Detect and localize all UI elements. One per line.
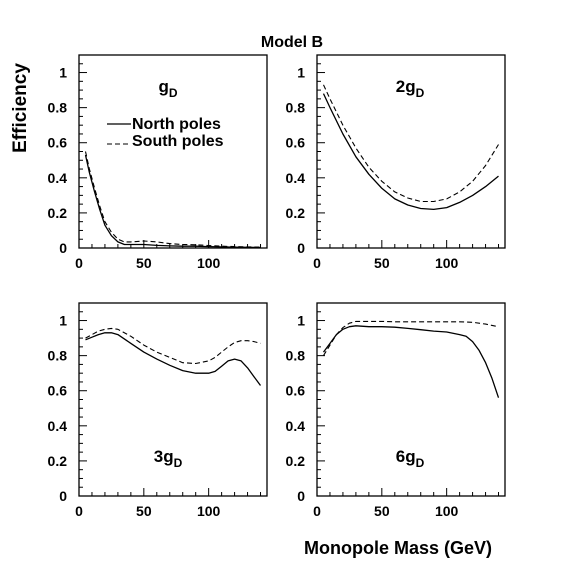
y-tick-label: 1 (297, 313, 305, 329)
x-tick-label: 100 (435, 255, 459, 271)
south-poles-curve (84, 151, 261, 248)
y-tick-label: 0 (297, 240, 305, 256)
south-poles-curve (85, 327, 261, 365)
panel-frame (78, 54, 268, 249)
y-tick-label: 0.6 (48, 383, 68, 399)
panel-label: gD (158, 77, 177, 100)
panel-1: 0 50 100 0 0.2 0.4 0.6 0.8 1 gD (48, 54, 268, 271)
y-tick-label: 0 (59, 488, 67, 504)
legend-south-label: South poles (132, 133, 224, 150)
panel-label-subscript: D (169, 86, 178, 100)
panel-label-main: 2g (396, 77, 416, 96)
legend-north-label: North poles (132, 116, 221, 133)
y-tick-label: 0.8 (48, 348, 68, 364)
figure-title: Model B (261, 34, 323, 51)
x-tick-label: 50 (136, 255, 152, 271)
y-tick-label: 1 (59, 65, 67, 81)
y-tick-label: 1 (59, 313, 67, 329)
x-tick-label: 50 (136, 503, 152, 519)
y-tick-label: 0.4 (48, 418, 68, 434)
panel-3: 0 50 100 0 0.2 0.4 0.6 0.8 1 3gD (48, 302, 268, 519)
panel-2: 0 50 100 0 0.2 0.4 0.6 0.8 1 2gD (286, 54, 506, 271)
y-tick-label: 0.4 (286, 418, 306, 434)
y-tick-label: 0.2 (48, 205, 68, 221)
panel-frame (316, 302, 506, 497)
y-tick-label: 0.2 (286, 205, 306, 221)
x-tick-label: 100 (435, 503, 459, 519)
x-tick-label: 100 (197, 255, 221, 271)
x-axis-label: Monopole Mass (GeV) (304, 538, 492, 558)
north-poles-curve (322, 93, 499, 211)
x-tick-label: 0 (75, 503, 83, 519)
y-axis-label: Efficiency (10, 63, 31, 153)
panel-label-main: g (158, 77, 168, 96)
x-tick-label: 0 (313, 255, 321, 271)
x-tick-label: 0 (313, 503, 321, 519)
y-tick-label: 0.8 (286, 348, 306, 364)
x-tick-label: 50 (374, 503, 390, 519)
panel-label: 2gD (396, 77, 425, 100)
y-tick-label: 0.8 (286, 100, 306, 116)
y-tick-label: 1 (297, 65, 305, 81)
panel-label-main: 3g (154, 447, 174, 466)
y-tick-label: 0.6 (286, 135, 306, 151)
y-tick-label: 0 (297, 488, 305, 504)
north-poles-curve (84, 154, 261, 249)
x-tick-label: 100 (197, 503, 221, 519)
y-tick-label: 0.8 (48, 100, 68, 116)
south-poles-curve (323, 84, 499, 203)
south-poles-curve (323, 320, 499, 356)
y-tick-label: 0.6 (48, 135, 68, 151)
x-tick-label: 50 (374, 255, 390, 271)
panel-label: 6gD (396, 447, 425, 470)
y-tick-label: 0.2 (286, 453, 306, 469)
panel-label-subscript: D (416, 86, 425, 100)
legend: North poles South poles (107, 116, 224, 150)
y-tick-label: 0 (59, 240, 67, 256)
north-poles-curve (85, 332, 262, 386)
y-tick-label: 0.6 (286, 383, 306, 399)
x-tick-label: 0 (75, 255, 83, 271)
y-tick-label: 0.2 (48, 453, 68, 469)
panel-label-subscript: D (174, 456, 183, 470)
north-poles-curve (322, 325, 500, 398)
panel-label-subscript: D (416, 456, 425, 470)
y-tick-label: 0.4 (48, 170, 68, 186)
y-tick-label: 0.4 (286, 170, 306, 186)
panel-label-main: 6g (396, 447, 416, 466)
panel-4: 0 50 100 0 0.2 0.4 0.6 0.8 1 6gD (286, 302, 506, 519)
panel-label: 3gD (154, 447, 183, 470)
